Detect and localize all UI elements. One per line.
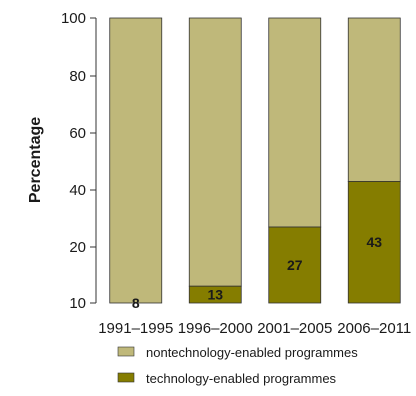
bar-nontech-2 [268,17,322,228]
bar-tech-3 [347,181,401,304]
legend-swatch-0 [117,372,135,383]
legend-label: technology-enabled programmes [146,371,337,386]
bar-tech-2 [268,226,322,304]
legend-swatch-1 [117,346,135,357]
y-tick-label: 100 [61,10,86,27]
y-axis-title: Percentage [27,117,44,203]
x-category-label: 2006–2011 [337,320,411,337]
bar-nontech-0 [109,17,163,304]
y-tick-label: 60 [69,125,86,142]
bar-data-label: 8 [132,295,140,311]
y-tick-label: 10 [69,295,86,312]
x-category-label: 1991–1995 [98,320,173,337]
x-category-label: 1996–2000 [178,320,253,337]
bar-tech-1 [188,285,242,304]
bar-nontech-1 [188,17,242,287]
y-tick-label: 40 [69,182,86,199]
bar-data-label: 27 [287,257,303,273]
y-tick-label: 20 [69,239,86,256]
bar-data-label: 43 [366,234,382,250]
legend-label: nontechnology-enabled programmes [146,345,358,360]
bar-nontech-3 [347,17,401,182]
bar-data-label: 13 [207,287,223,303]
x-category-label: 2001–2005 [257,320,332,337]
y-tick-label: 80 [69,68,86,85]
